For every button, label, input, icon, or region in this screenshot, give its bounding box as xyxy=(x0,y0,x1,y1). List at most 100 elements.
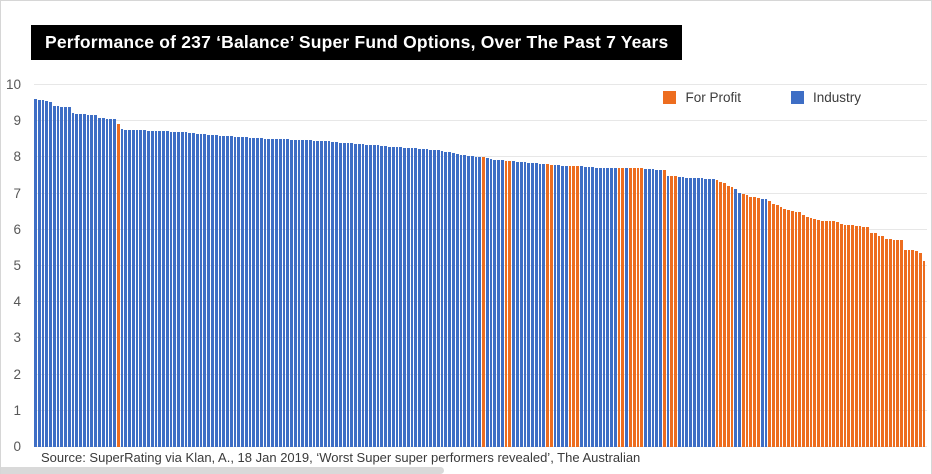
y-axis-tick-label: 10 xyxy=(5,77,21,92)
y-axis-tick-label: 7 xyxy=(13,185,21,201)
bar-industry xyxy=(199,133,203,447)
bar-industry xyxy=(625,167,628,447)
bar-for-profit xyxy=(741,193,745,447)
bar-industry xyxy=(444,151,448,447)
bar-for-profit xyxy=(787,209,790,447)
bar-industry xyxy=(692,178,696,447)
bar-industry xyxy=(534,163,538,447)
bar-industry xyxy=(440,150,444,447)
bar-industry xyxy=(177,132,180,447)
bar-industry xyxy=(312,140,316,447)
bar-for-profit xyxy=(568,166,572,447)
bar-industry xyxy=(429,149,433,447)
bar-for-profit xyxy=(873,233,877,447)
bar-industry xyxy=(606,167,610,447)
bar-industry xyxy=(391,146,395,447)
bar-for-profit xyxy=(116,123,120,447)
bar-industry xyxy=(67,107,71,447)
bar-industry xyxy=(237,136,241,447)
bar-industry xyxy=(380,145,384,447)
bar-industry xyxy=(259,138,263,447)
y-axis-tick-label: 8 xyxy=(13,149,21,165)
bar-for-profit xyxy=(745,195,749,447)
bar-for-profit xyxy=(794,211,798,447)
bar-industry xyxy=(760,198,764,447)
bar-industry xyxy=(704,178,708,447)
bar-industry xyxy=(214,135,218,447)
bar-industry xyxy=(64,107,67,447)
bar-industry xyxy=(519,162,523,447)
bar-industry xyxy=(602,167,606,447)
bar-industry xyxy=(79,113,82,447)
bar-industry xyxy=(146,130,150,447)
bar-industry xyxy=(316,140,320,447)
legend-label-industry: Industry xyxy=(812,90,861,105)
bar-industry xyxy=(56,106,60,447)
bar-industry xyxy=(647,168,651,447)
y-axis: 0 1 2 3 4 5 6 7 8 9 10 xyxy=(1,77,28,454)
bar-for-profit xyxy=(504,160,508,447)
bar-industry xyxy=(120,129,124,447)
bar-industry xyxy=(226,136,229,447)
bar-industry xyxy=(49,102,52,447)
bar-industry xyxy=(82,114,86,447)
bar-for-profit xyxy=(858,226,862,447)
bar-industry xyxy=(244,137,248,447)
bar-industry xyxy=(369,144,372,447)
bar-for-profit xyxy=(779,207,783,447)
bar-industry xyxy=(131,129,135,447)
bar-industry xyxy=(210,134,214,447)
bar-industry xyxy=(448,152,451,447)
bar-industry xyxy=(700,178,704,447)
bar-industry xyxy=(45,101,49,447)
bar-for-profit xyxy=(549,164,553,447)
bar-for-profit xyxy=(772,203,775,447)
bar-industry xyxy=(478,157,482,447)
bar-industry xyxy=(90,115,94,447)
bar-industry xyxy=(218,135,222,447)
horizontal-scrollbar[interactable] xyxy=(1,467,444,474)
bar-industry xyxy=(696,178,700,447)
bar-for-profit xyxy=(888,239,892,447)
bar-for-profit xyxy=(847,225,851,447)
bar-industry xyxy=(184,132,188,447)
bar-industry xyxy=(644,168,647,447)
legend-label-for-profit: For Profit xyxy=(685,90,741,105)
bar-industry xyxy=(233,136,237,447)
y-axis-tick-label: 4 xyxy=(13,294,21,310)
bar-industry xyxy=(493,159,497,447)
bar-industry xyxy=(399,147,403,447)
y-axis-tick-label: 6 xyxy=(13,221,21,237)
bar-industry xyxy=(564,165,568,447)
bar-industry xyxy=(180,132,184,447)
bar-industry xyxy=(323,141,327,447)
bar-for-profit xyxy=(715,179,719,447)
bar-for-profit xyxy=(885,238,888,447)
gridline xyxy=(34,156,927,158)
bar-for-profit xyxy=(832,221,836,447)
bar-industry xyxy=(406,148,410,447)
bar-for-profit xyxy=(775,205,779,447)
bar-for-profit xyxy=(617,168,621,447)
bar-for-profit xyxy=(843,224,847,447)
bar-for-profit xyxy=(640,168,644,447)
bar-for-profit xyxy=(821,220,824,447)
bar-industry xyxy=(98,117,101,447)
bar-industry xyxy=(421,149,425,447)
bar-for-profit xyxy=(869,232,873,447)
bar-industry xyxy=(689,177,692,447)
bar-industry xyxy=(497,159,500,447)
bar-industry xyxy=(685,177,689,447)
bar-industry xyxy=(557,165,561,447)
bar-for-profit xyxy=(915,250,918,447)
bar-for-profit xyxy=(903,249,907,447)
bar-industry xyxy=(410,148,414,447)
plot-area xyxy=(34,84,927,447)
bar-industry xyxy=(195,133,199,447)
bar-industry xyxy=(267,138,271,447)
bar-industry xyxy=(711,179,715,447)
bar-industry xyxy=(500,160,504,447)
bar-industry xyxy=(305,140,308,447)
bar-for-profit xyxy=(636,167,640,447)
bar-for-profit xyxy=(862,226,866,447)
